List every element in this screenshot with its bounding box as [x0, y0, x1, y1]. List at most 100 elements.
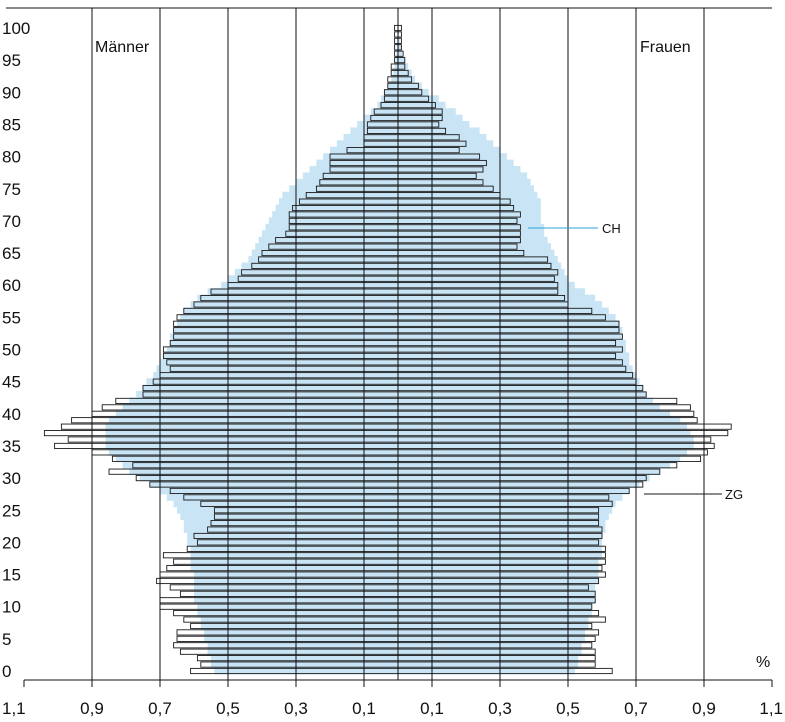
ch-male-bar — [105, 429, 398, 437]
ch-male-bar — [122, 403, 398, 411]
ch-female-bar — [398, 249, 555, 257]
ch-female-bar — [398, 583, 596, 591]
ch-female-bar — [398, 313, 616, 321]
zg-male-bar — [394, 31, 399, 38]
ch-male-bar — [153, 371, 398, 379]
ch-male-bar — [200, 622, 398, 630]
ch-female-bar — [398, 133, 487, 141]
ch-male-bar — [350, 127, 398, 135]
ch-male-bar — [364, 114, 398, 122]
ch-female-bar — [398, 481, 640, 488]
x-tick-label: 0,1 — [420, 699, 444, 718]
ch-male-bar — [129, 397, 398, 405]
ch-male-bar — [228, 275, 398, 283]
ch-female-bar — [398, 288, 585, 296]
zg-annotation: ZG — [725, 487, 743, 502]
ch-female-bar — [398, 596, 596, 604]
ch-male-bar — [221, 281, 398, 289]
ch-female-bar — [398, 493, 623, 501]
ch-female-bar — [398, 429, 691, 437]
ch-female-bar — [398, 275, 568, 283]
zg-male-bar — [394, 24, 399, 32]
ch-female-bar — [398, 577, 599, 585]
ch-female-bar — [398, 223, 545, 231]
ch-male-bar — [265, 223, 398, 231]
ch-male-bar — [156, 365, 398, 373]
ch-male-bar — [180, 313, 398, 321]
ch-female-bar — [398, 268, 565, 276]
ch-female-bar — [398, 95, 439, 103]
ch-male-bar — [163, 352, 398, 360]
ch-female-bar — [398, 76, 415, 83]
ch-male-bar — [255, 243, 398, 251]
ch-male-bar — [207, 288, 398, 296]
ch-male-bar — [248, 256, 398, 263]
ch-male-bar — [109, 416, 398, 424]
ch-male-bar — [115, 455, 399, 463]
ch-female-bar — [398, 603, 592, 611]
ch-female-bar — [398, 474, 650, 482]
y-tick-label: 35 — [2, 437, 21, 456]
ch-male-bar — [146, 378, 398, 386]
ch-female-bar — [398, 461, 670, 469]
ch-female-bar — [398, 346, 626, 353]
y-tick-label: 45 — [2, 373, 21, 392]
grid-layer — [6, 7, 773, 687]
ch-female-bar — [398, 69, 412, 77]
ch-male-bar — [105, 423, 398, 431]
ch-male-bar — [387, 82, 398, 90]
ch-male-bar — [173, 500, 398, 508]
x-tick-label: 0,5 — [556, 699, 580, 718]
ch-female-bar — [398, 442, 694, 450]
ch-male-bar — [204, 629, 398, 636]
ch-female-bar — [398, 641, 582, 649]
x-tick-label: 1,1 — [759, 699, 783, 718]
ch-male-bar — [377, 101, 398, 109]
ch-female-bar — [398, 558, 599, 566]
x-tick-label: 0,9 — [80, 699, 104, 718]
ch-female-bar — [398, 629, 585, 636]
ch-female-bar — [398, 326, 623, 334]
ch-female-bar — [398, 391, 647, 398]
ch-female-bar — [398, 294, 596, 302]
x-tick-label: 0,1 — [352, 699, 376, 718]
ch-female-bar — [398, 307, 609, 315]
ch-male-bar — [190, 564, 398, 572]
ch-female-bar — [398, 416, 681, 424]
y-tick-label: 30 — [2, 469, 21, 488]
ch-male-bar — [180, 513, 398, 521]
ch-male-bar — [258, 236, 398, 244]
ch-female-bar — [398, 82, 422, 90]
ch-female-bar — [398, 121, 470, 128]
y-tick-label: 90 — [2, 83, 21, 102]
ch-male-bar — [160, 358, 398, 366]
ch-male-bar — [200, 616, 398, 623]
ch-male-bar — [190, 301, 398, 308]
ch-female-bar — [398, 88, 429, 96]
left-sex-label: Männer — [95, 39, 150, 56]
ch-female-bar — [398, 31, 400, 38]
ch-male-bar — [190, 545, 398, 553]
ch-female-bar — [398, 635, 585, 643]
ch-female-bar — [398, 198, 541, 206]
x-unit-label: % — [756, 654, 770, 671]
y-tick-label: 50 — [2, 341, 21, 360]
x-tick-label: 0,3 — [284, 699, 308, 718]
y-tick-label: 65 — [2, 244, 21, 263]
ch-male-bar — [289, 185, 398, 193]
ch-female-bar — [398, 661, 579, 668]
ch-male-bar — [166, 346, 398, 353]
ch-male-bar — [392, 69, 398, 77]
ch-female-bar — [398, 127, 480, 135]
ch-female-bar — [398, 172, 528, 180]
ch-male-bar — [170, 333, 398, 341]
ch-male-bar — [343, 133, 398, 141]
ch-female-bar — [398, 500, 616, 508]
ch-female-bar — [398, 320, 619, 328]
ch-female-bar — [398, 185, 534, 193]
ch-male-bar — [370, 108, 398, 116]
ch-male-bar — [279, 198, 398, 206]
x-tick-label: 0,5 — [216, 699, 240, 718]
ch-male-bar — [136, 391, 398, 398]
y-tick-label: 15 — [2, 566, 21, 585]
